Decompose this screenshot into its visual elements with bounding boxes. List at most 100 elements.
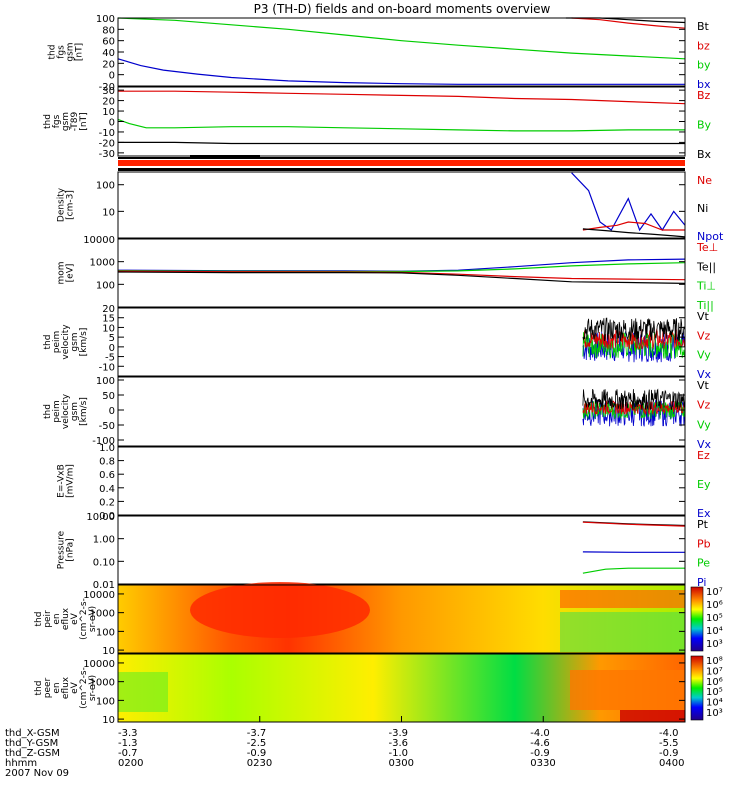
panel-frame	[117, 584, 686, 654]
y-tick-label: -10	[99, 362, 115, 373]
y-tick-label: 10	[102, 646, 115, 657]
series-Te⊥	[117, 270, 686, 281]
hot-region	[190, 582, 370, 638]
y-axis-label: sr-eV)	[88, 675, 98, 701]
x-row-value: -0.7	[118, 748, 138, 759]
y-axis-label: Density	[57, 187, 67, 222]
x-row-value: -0.9	[530, 748, 550, 759]
y-tick-label: -100	[92, 436, 115, 447]
panel-frame	[117, 238, 686, 308]
x-row-value: -4.6	[530, 738, 550, 749]
y-tick-label: -10	[99, 128, 115, 139]
x-row-value: -0.9	[247, 748, 267, 759]
legend-Vz: Vz	[697, 399, 711, 412]
y-axis-label: peim	[52, 400, 62, 423]
legend-Vy: Vy	[697, 418, 711, 431]
y-tick-label: 10	[102, 107, 115, 118]
y-axis-label: en	[52, 682, 62, 693]
panel-p9: 10⁷ 10⁶ 10⁵ 10⁴ 10³ 10000 1000 100 10 thd peir en ef…	[34, 582, 723, 657]
legend-Npot: Npot	[697, 230, 724, 243]
legend-By: By	[697, 119, 712, 132]
panel-frame	[117, 515, 686, 585]
legend-bx: bx	[697, 78, 711, 91]
state-bar-top	[118, 157, 685, 159]
x-row-value: 0200	[118, 758, 143, 769]
legend-Vt: Vt	[697, 379, 710, 392]
y-tick-label: 10.00	[86, 512, 115, 523]
colorbar-p9	[690, 586, 704, 652]
y-tick-label: 0.01	[93, 580, 115, 591]
y-tick-label: 10000	[83, 659, 115, 670]
y-axis-label: fgs	[52, 114, 62, 128]
y-tick-label: 5	[109, 333, 115, 344]
y-axis-label: E=-VxB	[57, 464, 67, 498]
legend-Bz: Bz	[697, 89, 711, 102]
series-Bz	[118, 90, 686, 105]
y-tick-label: 10000	[83, 235, 115, 246]
y-tick-label: 1000	[90, 678, 115, 689]
legend-Vy: Vy	[697, 349, 711, 362]
y-tick-label: 50	[102, 391, 115, 402]
colorbar-tick-label: 10⁵	[706, 613, 723, 624]
legend-Te⊥: Te⊥	[696, 241, 718, 254]
legend-Pe: Pe	[697, 557, 710, 570]
x-row-value: -1.3	[118, 738, 138, 749]
panel-p8: 10.00 1.00 0.10 0.01 Pressure [nPa] Pt Pb Pe Pi	[57, 512, 711, 591]
y-tick-label: 100	[96, 696, 115, 707]
y-tick-label: 100	[96, 627, 115, 638]
y-tick-label: 80	[102, 25, 115, 36]
colorbar-tick-label: 10⁵	[706, 687, 723, 698]
x-row-label: hhmm	[5, 758, 37, 769]
panel-frame	[117, 307, 686, 377]
y-axis-label: [nPa]	[66, 538, 76, 561]
y-tick-label: 10	[102, 323, 115, 334]
x-axis-date: 2007 Nov 09	[5, 768, 69, 779]
series-Pe	[582, 567, 685, 574]
y-tick-label: 60	[102, 37, 115, 48]
y-axis-label: [cm-3]	[66, 190, 76, 220]
y-tick-label: 0.0	[99, 511, 115, 522]
y-tick-label: 100	[96, 181, 115, 192]
x-row-label: thd_Y-GSM	[5, 738, 58, 749]
legend-bz: bz	[697, 39, 710, 52]
y-axis-label: gsm	[66, 42, 76, 61]
series-By	[117, 118, 685, 132]
legend-Ez: Ez	[697, 449, 710, 462]
legend-Bx: Bx	[697, 148, 712, 161]
panel-p7: 1.0 0.8 0.6 0.4 0.2 0.0 E=-VxB [mV/m] Ez Ey Ex	[57, 443, 711, 522]
y-tick-label: 1000	[90, 609, 115, 620]
y-tick-label: 0.2	[99, 497, 115, 508]
x-row-value: -5.5	[659, 738, 679, 749]
legend-Vx: Vx	[697, 438, 712, 451]
y-axis-label: [eV]	[66, 264, 76, 283]
colorbar-tick-label: 10⁶	[706, 677, 723, 688]
colorbar-tick-label: 10⁴	[706, 698, 723, 709]
y-tick-label: 20	[102, 304, 115, 315]
y-axis-label: (cm^2-s-	[79, 667, 89, 709]
colorbar-tick-label: 10⁸	[706, 656, 723, 667]
y-tick-label: 10	[102, 715, 115, 726]
x-row-value: -3.6	[389, 738, 409, 749]
y-axis-label: (cm^2-s-	[79, 598, 89, 640]
legend-Pt: Pt	[697, 518, 709, 531]
series-Ni	[582, 228, 686, 238]
panel-p4: 10000 1000 100 mom [eV] Te⊥ Te|| Ti⊥ Ti||	[57, 235, 719, 312]
panel-p6: 100 50 0 -50 -100 thd peim velocity gsm [km/s] Vt V…	[43, 376, 712, 451]
x-row-value: 0400	[659, 758, 684, 769]
legend-Ey: Ey	[697, 478, 711, 491]
y-axis-label: [km/s]	[79, 397, 89, 426]
y-tick-label: -20	[99, 138, 115, 149]
colorbar-p10	[690, 655, 704, 721]
colorbar-tick-label: 10⁷	[706, 666, 723, 677]
colorbar-tick-label: 10⁶	[706, 600, 723, 611]
legend-Bt: Bt	[697, 20, 710, 33]
y-tick-label: 40	[102, 48, 115, 59]
legend-Ni: Ni	[697, 202, 708, 215]
late-hot-band	[560, 590, 685, 608]
legend-Ti||: Ti||	[696, 299, 714, 312]
colorbar-tick-label: 10⁷	[706, 587, 723, 598]
y-tick-label: 20	[102, 97, 115, 108]
